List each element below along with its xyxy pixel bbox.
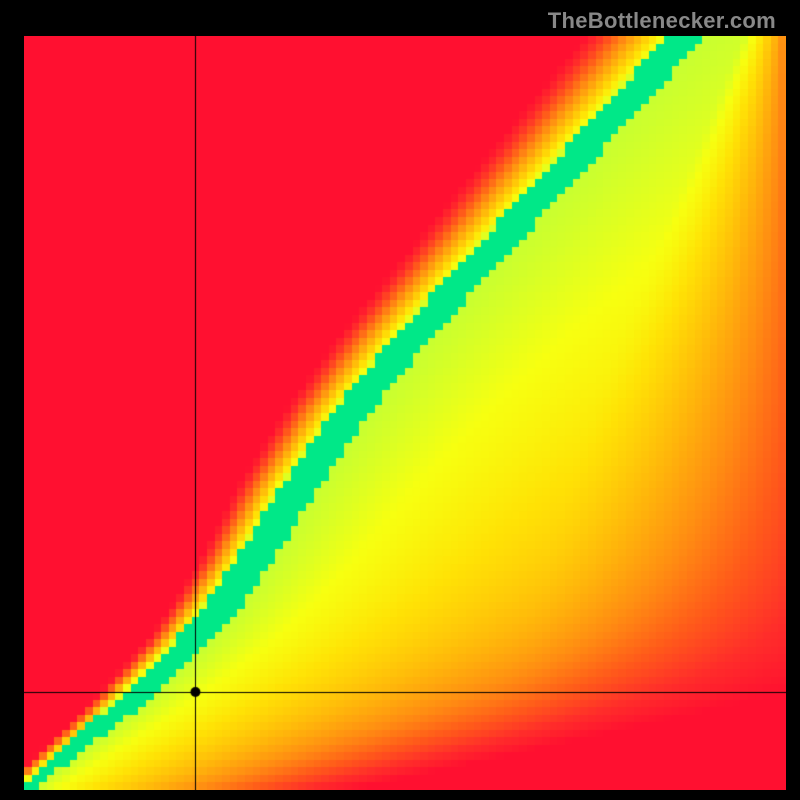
bottleneck-heatmap bbox=[24, 36, 786, 790]
watermark-label: TheBottlenecker.com bbox=[548, 8, 776, 34]
